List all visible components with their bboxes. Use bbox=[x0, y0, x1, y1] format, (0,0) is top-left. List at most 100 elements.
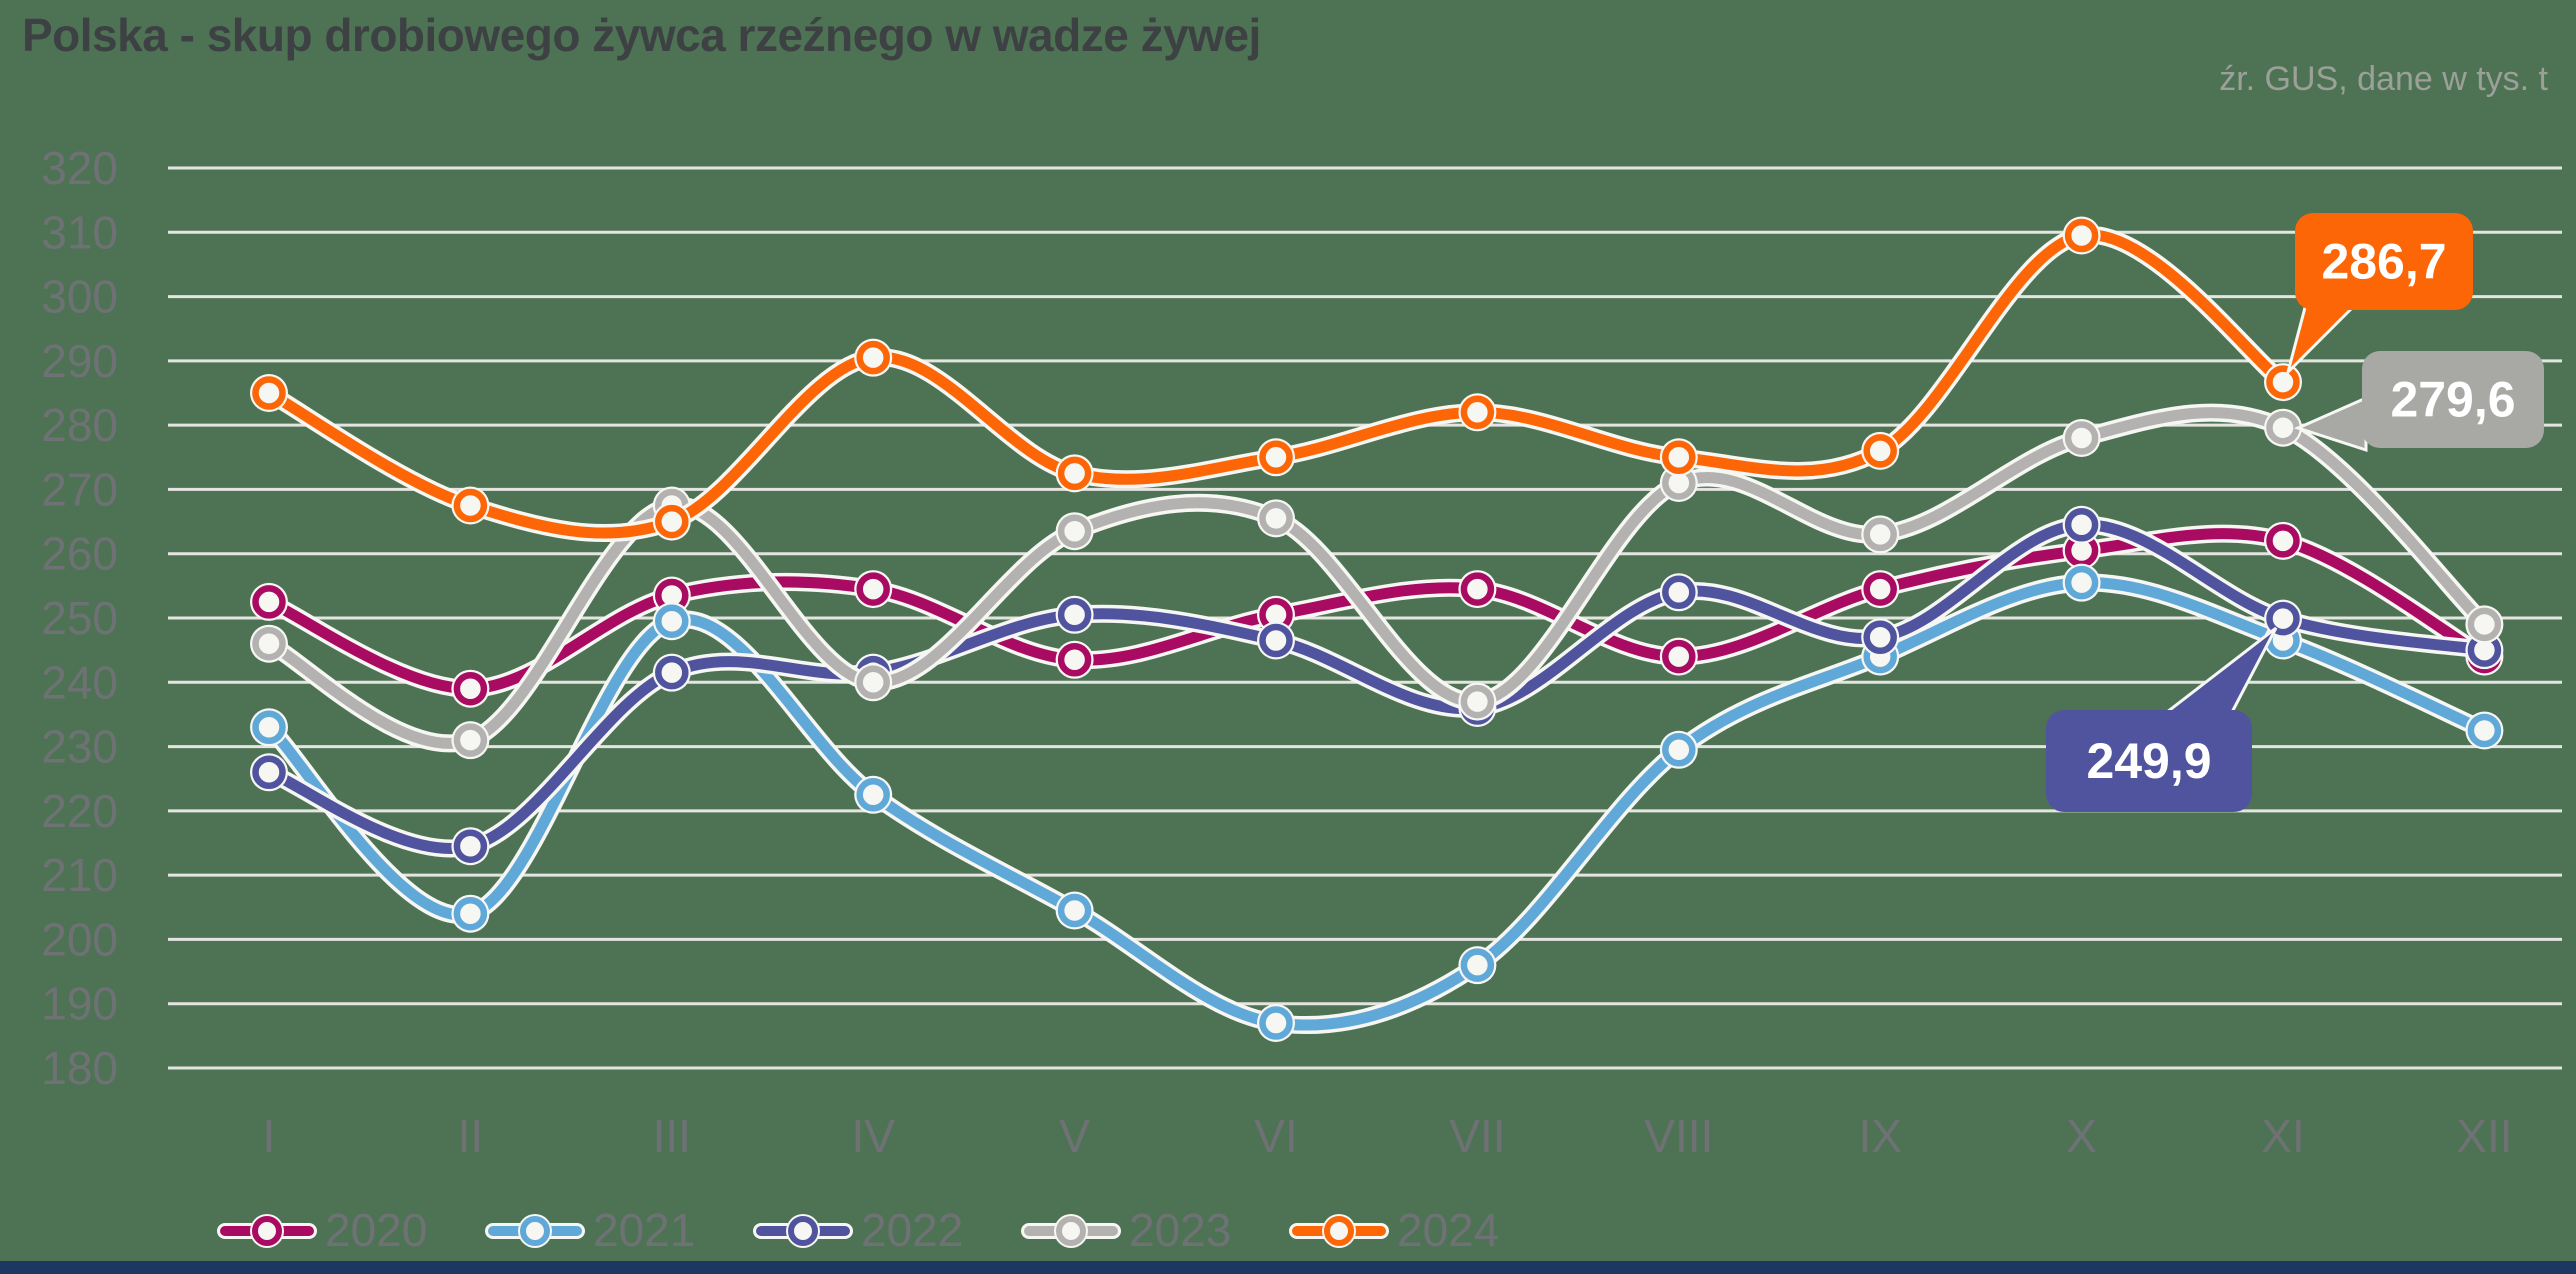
data-point bbox=[252, 710, 286, 745]
data-point bbox=[1662, 575, 1696, 610]
legend-label: 2021 bbox=[593, 1204, 695, 1256]
y-axis-labels: 320 310 300 290 280 270 260 250 240 230 220 210 200 1… bbox=[41, 142, 118, 1094]
data-point bbox=[2467, 713, 2502, 748]
legend-label: 2020 bbox=[325, 1204, 427, 1256]
callout-box bbox=[2046, 710, 2252, 812]
y-tick-label: 210 bbox=[41, 849, 118, 901]
callout-2024: 286,7 bbox=[2285, 213, 2473, 377]
y-tick-label: 320 bbox=[41, 142, 118, 194]
data-point bbox=[252, 755, 286, 790]
data-point bbox=[1863, 572, 1897, 606]
legend-label: 2023 bbox=[1129, 1204, 1231, 1256]
data-point bbox=[1259, 501, 1293, 536]
data-point bbox=[2266, 365, 2300, 399]
data-point bbox=[2064, 218, 2099, 253]
data-point bbox=[1662, 733, 1696, 767]
data-point bbox=[252, 585, 286, 619]
line bbox=[263, 528, 2490, 695]
data-point bbox=[453, 723, 488, 757]
data-point bbox=[453, 488, 488, 523]
data-point bbox=[453, 671, 488, 706]
legend-item-2022: 2022 bbox=[753, 1204, 963, 1256]
data-point bbox=[1863, 434, 1897, 468]
legend-marker bbox=[520, 1216, 550, 1246]
legend-label: 2024 bbox=[1397, 1204, 1499, 1256]
legend: 2020 2021 2022 2023 2024 bbox=[217, 1204, 1499, 1256]
data-point bbox=[2064, 421, 2099, 455]
data-point bbox=[1662, 639, 1696, 674]
data-point bbox=[1460, 684, 1495, 719]
data-point bbox=[1460, 395, 1495, 430]
x-tick-label: XII bbox=[2456, 1110, 2512, 1162]
data-point bbox=[2266, 601, 2300, 636]
y-tick-label: 220 bbox=[41, 785, 118, 837]
series-2023 bbox=[250, 403, 2504, 760]
data-point bbox=[1057, 456, 1092, 491]
data-point bbox=[2266, 524, 2300, 558]
y-tick-label: 250 bbox=[41, 592, 118, 644]
y-tick-label: 230 bbox=[41, 721, 118, 773]
y-tick-label: 200 bbox=[41, 913, 118, 965]
callout-tail bbox=[2157, 626, 2278, 718]
x-tick-label: X bbox=[2066, 1110, 2097, 1162]
data-point bbox=[2064, 565, 2099, 600]
callout-box bbox=[2295, 213, 2473, 310]
callout-2023: 279,6 bbox=[2293, 351, 2544, 453]
legend-marker bbox=[252, 1216, 282, 1246]
series-2024 bbox=[250, 216, 2302, 543]
callout-value: 279,6 bbox=[2390, 372, 2515, 428]
x-tick-label: XI bbox=[2261, 1110, 2304, 1162]
data-point bbox=[655, 504, 689, 539]
series-2022 bbox=[250, 505, 2504, 866]
callout-value: 286,7 bbox=[2321, 234, 2446, 290]
x-tick-label: VII bbox=[1449, 1110, 1505, 1162]
x-tick-label: VI bbox=[1254, 1110, 1297, 1162]
data-point bbox=[856, 778, 890, 812]
data-point bbox=[1057, 643, 1092, 677]
data-point bbox=[1057, 514, 1092, 548]
data-point bbox=[1259, 1006, 1293, 1040]
legend-item-2021: 2021 bbox=[485, 1204, 695, 1256]
chart-title: Polska - skup drobiowego żywca rzeźnego … bbox=[22, 9, 1261, 61]
callout-2022: 249,9 bbox=[2046, 626, 2278, 812]
source-note: źr. GUS, dane w tys. t bbox=[2219, 60, 2548, 98]
x-tick-label: V bbox=[1059, 1110, 1090, 1162]
data-point bbox=[1460, 572, 1495, 606]
data-point bbox=[1662, 440, 1696, 475]
y-tick-label: 290 bbox=[41, 335, 118, 387]
x-tick-label: IV bbox=[851, 1110, 895, 1162]
y-tick-label: 280 bbox=[41, 399, 118, 451]
data-point bbox=[856, 340, 890, 375]
data-point bbox=[252, 376, 286, 410]
legend-label: 2022 bbox=[861, 1204, 963, 1256]
x-axis-labels: I II III IV V VI VII VIII IX X XI XII bbox=[263, 1110, 2513, 1162]
data-point bbox=[1259, 440, 1293, 475]
footer-bar bbox=[0, 1261, 2576, 1274]
data-point bbox=[856, 665, 890, 700]
legend-item-2023: 2023 bbox=[1021, 1204, 1231, 1256]
y-tick-label: 240 bbox=[41, 656, 118, 708]
legend-item-2020: 2020 bbox=[217, 1204, 427, 1256]
x-tick-label: II bbox=[458, 1110, 484, 1162]
legend-item-2024: 2024 bbox=[1289, 1204, 1499, 1256]
data-point bbox=[453, 896, 488, 931]
data-point bbox=[1863, 620, 1897, 655]
data-point bbox=[2467, 607, 2502, 642]
legend-marker bbox=[788, 1216, 818, 1246]
data-point bbox=[1460, 948, 1495, 982]
data-point bbox=[1057, 893, 1092, 928]
data-point bbox=[2064, 508, 2099, 542]
x-tick-label: VIII bbox=[1644, 1110, 1713, 1162]
data-point bbox=[453, 829, 488, 863]
data-point bbox=[2266, 410, 2300, 445]
x-tick-label: III bbox=[653, 1110, 691, 1162]
y-tick-label: 310 bbox=[41, 206, 118, 258]
y-tick-label: 260 bbox=[41, 528, 118, 580]
y-tick-label: 270 bbox=[41, 463, 118, 515]
data-point bbox=[1863, 517, 1897, 552]
callout-value: 249,9 bbox=[2086, 733, 2211, 789]
legend-marker bbox=[1324, 1216, 1354, 1246]
callout-box bbox=[2362, 351, 2544, 448]
data-point bbox=[856, 572, 890, 606]
